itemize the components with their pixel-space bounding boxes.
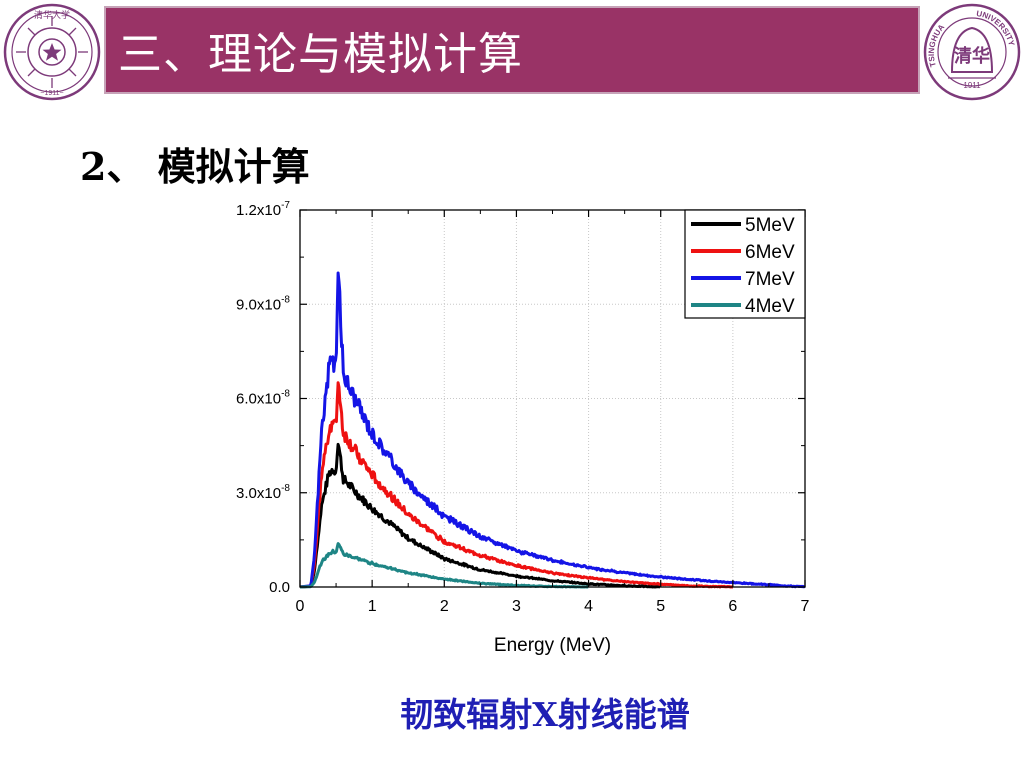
logo-center-text: 清华 bbox=[954, 45, 990, 66]
legend-entry: 5MeV bbox=[745, 215, 795, 236]
legend-box bbox=[684, 209, 806, 319]
chart-legend: 5MeV 6MeV 7MeV 4MeV bbox=[684, 209, 806, 319]
tsinghua-seal-icon: 清华大学 ~1911~ bbox=[3, 3, 101, 101]
x-tick-label: 5 bbox=[656, 598, 665, 615]
right-logo: TSINGHUA UNIVERSITY 清华 1911 bbox=[922, 2, 1022, 106]
chart-series bbox=[299, 271, 806, 589]
seal-bottom-text: ~1911~ bbox=[40, 90, 63, 97]
x-tick-label: 1 bbox=[368, 598, 377, 615]
y-tick-label: 9.0x10-8 bbox=[236, 294, 290, 313]
energy-spectrum-chart: 0 1 2 3 4 5 6 7 0.0 3.0x10-8 6.0x10-8 9.0x10-8 1.2x1… bbox=[236, 200, 810, 656]
y-tick-label: 1.2x10-7 bbox=[236, 200, 290, 219]
legend-entry: 6MeV bbox=[745, 242, 795, 263]
x-tick-label: 7 bbox=[801, 598, 810, 615]
x-tick-label: 0 bbox=[296, 598, 305, 615]
series-line-4MeV bbox=[299, 542, 589, 589]
chart-axes: 0 1 2 3 4 5 6 7 0.0 3.0x10-8 6.0x10-8 9.0x10-8 1.2x1… bbox=[236, 200, 810, 615]
x-tick-label: 6 bbox=[728, 598, 737, 615]
y-tick-label: 6.0x10-8 bbox=[236, 389, 290, 408]
x-axis-label: Energy (MeV) bbox=[494, 635, 611, 656]
title-bar: 三、理论与模拟计算 bbox=[104, 6, 920, 94]
y-tick-label: 0.0 bbox=[269, 579, 290, 596]
series-line-7MeV bbox=[299, 271, 806, 589]
x-tick-label: 3 bbox=[512, 598, 521, 615]
seal-top-text: 清华大学 bbox=[34, 9, 70, 20]
left-logo: 清华大学 ~1911~ bbox=[2, 2, 102, 106]
x-tick-label: 2 bbox=[440, 598, 449, 615]
tsinghua-bell-logo-icon: TSINGHUA UNIVERSITY 清华 1911 bbox=[923, 3, 1021, 101]
series-line-5MeV bbox=[299, 442, 661, 589]
logo-year-text: 1911 bbox=[963, 81, 981, 90]
section-subtitle: 2、 模拟计算 bbox=[80, 144, 310, 189]
x-tick-label: 4 bbox=[584, 598, 593, 615]
figure-caption: 韧致辐射X射线能谱 bbox=[400, 695, 690, 734]
y-tick-label: 3.0x10-8 bbox=[236, 483, 290, 502]
page-title: 三、理论与模拟计算 bbox=[118, 29, 523, 80]
legend-entry: 4MeV bbox=[745, 296, 795, 317]
bell-icon bbox=[950, 26, 994, 73]
legend-entry: 7MeV bbox=[745, 269, 795, 290]
